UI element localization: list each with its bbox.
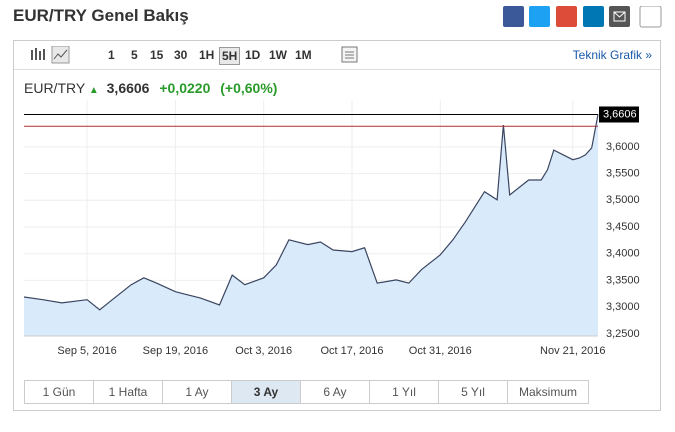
range-button[interactable]: 1 Yıl [370, 381, 439, 403]
symbol: EUR/TRY [24, 80, 85, 96]
change-percent: (+0,60%) [220, 80, 278, 96]
linkedin-icon[interactable] [583, 6, 604, 27]
range-button[interactable]: Maksimum [518, 385, 577, 399]
settings-icon[interactable] [340, 46, 360, 64]
interval-button[interactable]: 1H [199, 48, 215, 62]
range-button[interactable]: 6 Ay [301, 381, 370, 403]
interval-button[interactable]: 5 [131, 48, 138, 62]
price: 3,6606 [106, 80, 150, 96]
range-button[interactable]: 3 Ay [232, 381, 301, 403]
range-buttons: 1 Gün 1 Hafta 1 Ay 3 Ay 6 Ay 1 Yıl 5 Yıl Maksim… [24, 380, 589, 404]
range-button[interactable]: 1 Ay [163, 381, 232, 403]
range-button[interactable]: 1 Gün [25, 381, 94, 403]
interval-button[interactable]: 1M [295, 48, 312, 62]
chart-widget [13, 40, 661, 411]
toolbar: Teknik Grafik » 1 5 15 30 1H 5H 1D 1W 1M [14, 41, 660, 70]
page-title: EUR/TRY Genel Bakış [13, 6, 189, 25]
interval-button[interactable]: 5H [219, 47, 241, 65]
chart-type-icons[interactable] [30, 46, 70, 64]
interval-button[interactable]: 1 [108, 48, 115, 62]
facebook-icon[interactable] [503, 6, 524, 27]
technical-chart-link[interactable]: Teknik Grafik » [572, 48, 652, 62]
interval-button[interactable]: 1D [245, 48, 261, 62]
range-button[interactable]: 1 Hafta [94, 381, 163, 403]
share-icons [503, 6, 662, 28]
change: +0,0220 [159, 80, 211, 96]
up-arrow: ▲ [88, 85, 99, 96]
quote: EUR/TRY ▲ 3,6606 +0,0220 (+0,60%) [24, 80, 277, 96]
interval-button[interactable]: 30 [174, 48, 188, 62]
interval-button[interactable]: 15 [150, 48, 164, 62]
range-button[interactable]: 5 Yıl [439, 381, 508, 403]
googleplus-icon[interactable] [556, 6, 577, 27]
interval-button[interactable]: 1W [269, 48, 287, 62]
info-icon[interactable] [639, 6, 662, 28]
twitter-icon[interactable] [529, 6, 550, 27]
